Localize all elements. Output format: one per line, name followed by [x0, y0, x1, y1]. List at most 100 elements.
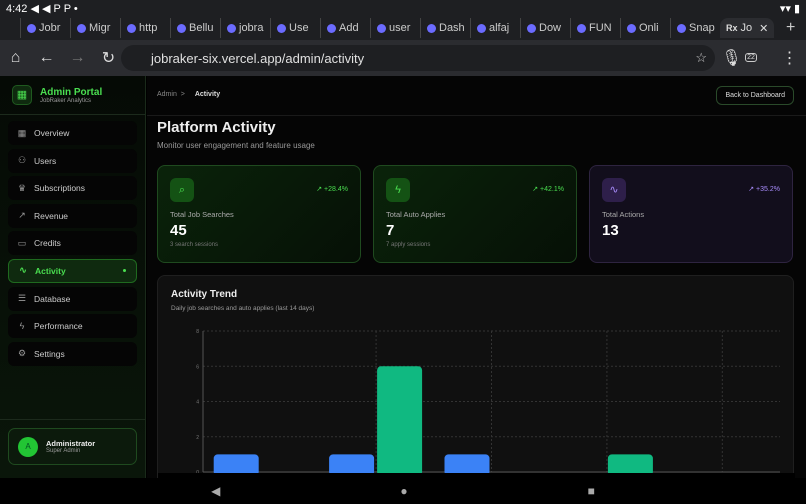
clock: 4:42: [6, 3, 28, 15]
sidebar-item-users[interactable]: ⚇ Users: [8, 148, 137, 173]
favicon-icon: [627, 23, 636, 33]
favicon-icon: [77, 23, 86, 33]
sidebar-item-label: Performance: [34, 321, 83, 332]
tab-label: FUN: [589, 22, 612, 34]
forward-arrow-icon[interactable]: →: [69, 49, 86, 66]
sidebar-item-subscriptions[interactable]: ♛ Subscriptions: [8, 176, 137, 201]
address-bar-row: ⌂ ← → ↻ jobraker-six.vercel.app/admin/ac…: [0, 40, 806, 76]
favicon-icon: [27, 23, 36, 33]
rx-favicon-icon: Rx: [726, 23, 738, 33]
back-to-dashboard-button[interactable]: Back to Dashboard: [716, 86, 794, 105]
breadcrumb-separator: >: [180, 91, 185, 98]
tab-label: Jobr: [39, 22, 61, 34]
activity-icon: ∿: [602, 178, 626, 202]
favicon-icon: [177, 23, 186, 33]
browser-tab[interactable]: Add: [320, 18, 370, 38]
tab-count-button[interactable]: 22: [745, 53, 757, 62]
activity-chart: 02468: [158, 329, 795, 496]
bookmark-star-icon[interactable]: ☆: [695, 50, 707, 65]
browser-tab[interactable]: user: [370, 18, 420, 38]
sidebar-item-label: Subscriptions: [34, 183, 86, 194]
sidebar-item-label: Activity: [35, 265, 66, 276]
favicon-icon: [127, 23, 136, 33]
credits-icon: ▭: [17, 237, 27, 248]
user-name: Administrator: [46, 439, 96, 448]
recents-square-icon[interactable]: ■: [587, 484, 595, 498]
page-subtitle: Monitor user engagement and feature usag…: [157, 141, 315, 150]
bar: [444, 454, 490, 476]
bar: [607, 454, 653, 476]
revenue-icon: ↗: [18, 210, 26, 221]
dashboard-logo-icon: ▦: [12, 85, 32, 105]
url-input[interactable]: jobraker-six.vercel.app/admin/activity ☆: [121, 45, 715, 71]
back-arrow-icon[interactable]: ←: [38, 49, 55, 66]
tab-label: alfaj: [489, 22, 510, 34]
user-profile[interactable]: A Administrator Super Admin: [8, 428, 137, 465]
activity-icon: ∿: [19, 265, 27, 276]
close-tab-icon[interactable]: ✕: [759, 22, 769, 35]
browser-tab[interactable]: Dash: [420, 18, 470, 38]
activity-trend-card: Activity Trend Daily job searches and au…: [157, 275, 795, 496]
performance-icon: ϟ: [19, 321, 25, 332]
favicon-icon: [577, 23, 586, 33]
sidebar-item-overview[interactable]: ▦ Overview: [8, 121, 137, 145]
browser-tab[interactable]: http: [120, 18, 170, 38]
subscriptions-icon: ♛: [17, 182, 27, 193]
back-triangle-icon[interactable]: ◀: [211, 484, 221, 498]
browser-tab[interactable]: Use: [270, 18, 320, 38]
sidebar-item-label: Revenue: [34, 210, 69, 221]
browser-tab[interactable]: alfaj: [470, 18, 520, 38]
home-circle-icon[interactable]: ●: [400, 484, 408, 498]
overview-icon: ▦: [17, 127, 27, 138]
sidebar-item-label: Database: [34, 293, 71, 304]
sidebar-item-settings[interactable]: ⚙ Settings: [8, 341, 137, 366]
new-tab-icon[interactable]: +: [786, 19, 796, 36]
y-tick-label: 2: [196, 435, 199, 441]
stat-value: 45: [170, 222, 187, 239]
avatar: A: [18, 436, 38, 457]
favicon-icon: [227, 23, 236, 33]
brand-subtitle: JobRaker Analytics: [40, 97, 92, 104]
menu-icon[interactable]: ⋮: [781, 50, 798, 67]
favicon-icon: [427, 23, 436, 33]
browser-tab[interactable]: Bellu: [170, 18, 220, 38]
tab-label: Dash: [439, 22, 465, 34]
favicon-icon: [527, 23, 536, 33]
settings-icon: ⚙: [17, 348, 27, 359]
brand: ▦ Admin Portal JobRaker Analytics: [0, 76, 145, 115]
mic-icon[interactable]: 🎙: [721, 50, 742, 67]
browser-tab-active[interactable]: Rx Jo ✕: [720, 18, 774, 38]
tab-strip: Jobr Migr http Bellu jobra Use Add user Dash alfa…: [0, 16, 806, 40]
home-icon[interactable]: ⌂: [10, 49, 21, 66]
tab-label: Migr: [89, 22, 111, 34]
tab-label: Add: [339, 22, 359, 34]
android-nav-bar: ◀ ● ■: [0, 478, 806, 504]
browser-tab[interactable]: Snap: [670, 18, 720, 38]
tab-label: Snap: [689, 22, 715, 34]
sidebar-item-revenue[interactable]: ↗ Revenue: [8, 203, 137, 228]
browser-tab[interactable]: Onli: [620, 18, 670, 38]
y-tick-label: 6: [196, 364, 199, 370]
zap-icon: ϟ: [386, 178, 410, 202]
browser-tab[interactable]: jobra: [220, 18, 270, 38]
browser-tab[interactable]: Migr: [70, 18, 120, 38]
active-indicator-dot: [123, 269, 126, 273]
sidebar-item-label: Credits: [34, 238, 61, 249]
sidebar-item-activity[interactable]: ∿ Activity: [8, 258, 137, 283]
divider: [147, 115, 806, 116]
stat-label: Total Auto Applies: [386, 210, 446, 219]
sidebar-item-credits[interactable]: ▭ Credits: [8, 231, 137, 256]
bar: [329, 454, 375, 476]
breadcrumb-current: Activity: [194, 91, 221, 98]
tab-label: Jo: [740, 22, 753, 34]
browser-tab[interactable]: Jobr: [20, 18, 70, 38]
tab-label: Bellu: [189, 22, 214, 34]
browser-tab[interactable]: FUN: [570, 18, 620, 38]
breadcrumb-admin[interactable]: Admin: [157, 91, 177, 98]
sidebar-item-database[interactable]: ☰ Database: [8, 286, 137, 311]
browser-tab[interactable]: Dow: [520, 18, 570, 38]
tab-label: user: [389, 22, 411, 34]
sidebar-item-performance[interactable]: ϟ Performance: [8, 314, 137, 339]
users-icon: ⚇: [17, 155, 27, 166]
reload-icon[interactable]: ↻: [101, 50, 116, 67]
